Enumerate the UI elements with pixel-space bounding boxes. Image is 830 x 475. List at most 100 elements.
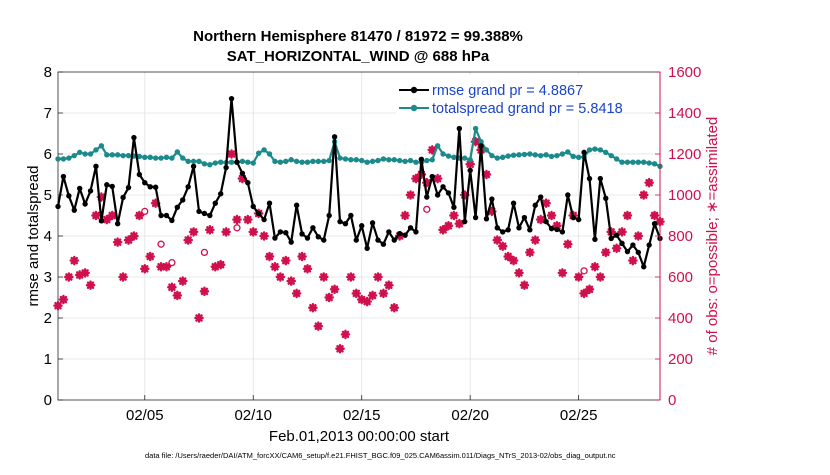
totalspread-point <box>434 143 441 149</box>
totalspread-point <box>646 160 652 166</box>
rmse-point <box>76 185 83 192</box>
rmse-point <box>212 200 218 206</box>
rmse-point <box>359 223 365 229</box>
totalspread-point <box>288 157 294 163</box>
obs-assimilated-point <box>329 284 340 295</box>
obs-possible-point <box>141 207 149 216</box>
obs-assimilated-point <box>205 225 215 235</box>
rmse-point <box>180 197 186 203</box>
totalspread-point <box>570 153 576 160</box>
totalspread-point <box>147 154 153 160</box>
obs-assimilated-point <box>324 292 334 303</box>
obs-assimilated-point <box>362 296 372 307</box>
rmse-point <box>87 188 94 194</box>
rmse-point <box>407 225 414 231</box>
rmse-point <box>283 230 289 236</box>
totalspread-point <box>527 151 533 157</box>
totalspread-point <box>212 160 218 166</box>
rmse-point <box>613 232 620 238</box>
rmse-point <box>489 196 495 202</box>
obs-assimilated-point <box>107 210 118 221</box>
totalspread-point <box>169 155 175 161</box>
rmse-point <box>207 212 213 219</box>
rmse-point <box>310 225 316 231</box>
obs-assimilated-point <box>557 268 568 278</box>
obs-assimilated-point <box>318 272 329 282</box>
totalspread-point <box>386 157 392 163</box>
rmse-point <box>456 125 463 132</box>
obs-assimilated-point <box>188 227 199 237</box>
totalspread-point <box>543 152 549 158</box>
totalspread-point <box>299 159 305 165</box>
rmse-point <box>651 221 658 227</box>
rmse-point <box>245 180 251 186</box>
obs-assimilated-point <box>118 272 128 282</box>
rmse-point <box>304 235 311 241</box>
totalspread-point <box>510 152 517 158</box>
obs-assimilated-point <box>286 276 297 286</box>
totalspread-point <box>321 158 327 165</box>
totalspread-point <box>98 143 105 149</box>
rmse-point <box>71 207 77 213</box>
obs-assimilated-point <box>400 210 410 221</box>
obs-assimilated-point <box>91 210 101 221</box>
obs-assimilated-point <box>492 235 503 245</box>
obs-assimilated-point <box>373 272 383 282</box>
obs-assimilated-point <box>514 268 524 278</box>
totalspread-point <box>239 158 246 165</box>
rmse-point <box>537 194 544 200</box>
rmse-point <box>321 237 327 243</box>
rmse-point <box>277 229 284 235</box>
rmse-point <box>619 240 625 247</box>
obs-assimilated-point <box>112 237 123 247</box>
y-tick-label-left: 5 <box>44 187 52 204</box>
y-axis-label-left: rmse and totalspread <box>25 166 42 307</box>
rmse-point <box>93 163 99 169</box>
totalspread-point <box>548 153 555 160</box>
y-tick-label-right: 600 <box>668 269 693 286</box>
rmse-point <box>500 229 506 235</box>
totalspread-point <box>537 152 544 159</box>
rmse-point <box>147 184 153 190</box>
chart-title-line1: Northern Hemisphere 81470 / 81972 = 99.3… <box>193 28 523 45</box>
x-axis-label: Feb.01,2013 00:00:00 start <box>269 428 450 445</box>
obs-assimilated-point <box>432 173 443 184</box>
totalspread-point <box>82 151 88 157</box>
obs-assimilated-point <box>497 241 508 252</box>
rmse-point <box>483 216 490 222</box>
obs-assimilated-point <box>508 255 519 266</box>
rmse-point <box>548 225 555 232</box>
totalspread-point <box>651 161 658 167</box>
totalspread-point <box>603 149 609 156</box>
x-tick-label: 02/10 <box>234 407 272 424</box>
totalspread-point <box>597 147 604 153</box>
totalspread-point <box>218 159 224 165</box>
rmse-point <box>413 229 419 235</box>
rmse-point <box>55 203 61 210</box>
rmse-point <box>543 218 549 225</box>
rmse-point <box>255 210 262 217</box>
rmse-point <box>586 175 593 182</box>
obs-possible-point <box>233 224 241 232</box>
totalspread-point <box>516 152 522 158</box>
legend-spread-label: totalspread grand pr = 5.8418 <box>432 101 623 117</box>
rmse-point <box>592 236 598 242</box>
totalspread-point <box>429 157 435 163</box>
totalspread-point <box>190 158 197 165</box>
totalspread-point <box>348 157 354 163</box>
rmse-point <box>434 192 441 198</box>
obs-possible-point <box>423 205 431 214</box>
obs-assimilated-point <box>519 280 530 290</box>
rmse-point <box>451 204 457 210</box>
rmse-point <box>402 232 408 238</box>
obs-assimilated-point <box>69 255 80 266</box>
totalspread-point <box>66 155 72 161</box>
obs-possible-point <box>157 240 165 248</box>
totalspread-point <box>575 154 582 160</box>
rmse-point <box>516 225 522 231</box>
totalspread-point <box>494 155 500 161</box>
rmse-point <box>559 229 566 235</box>
totalspread-point <box>266 151 273 157</box>
totalspread-point <box>451 154 457 160</box>
